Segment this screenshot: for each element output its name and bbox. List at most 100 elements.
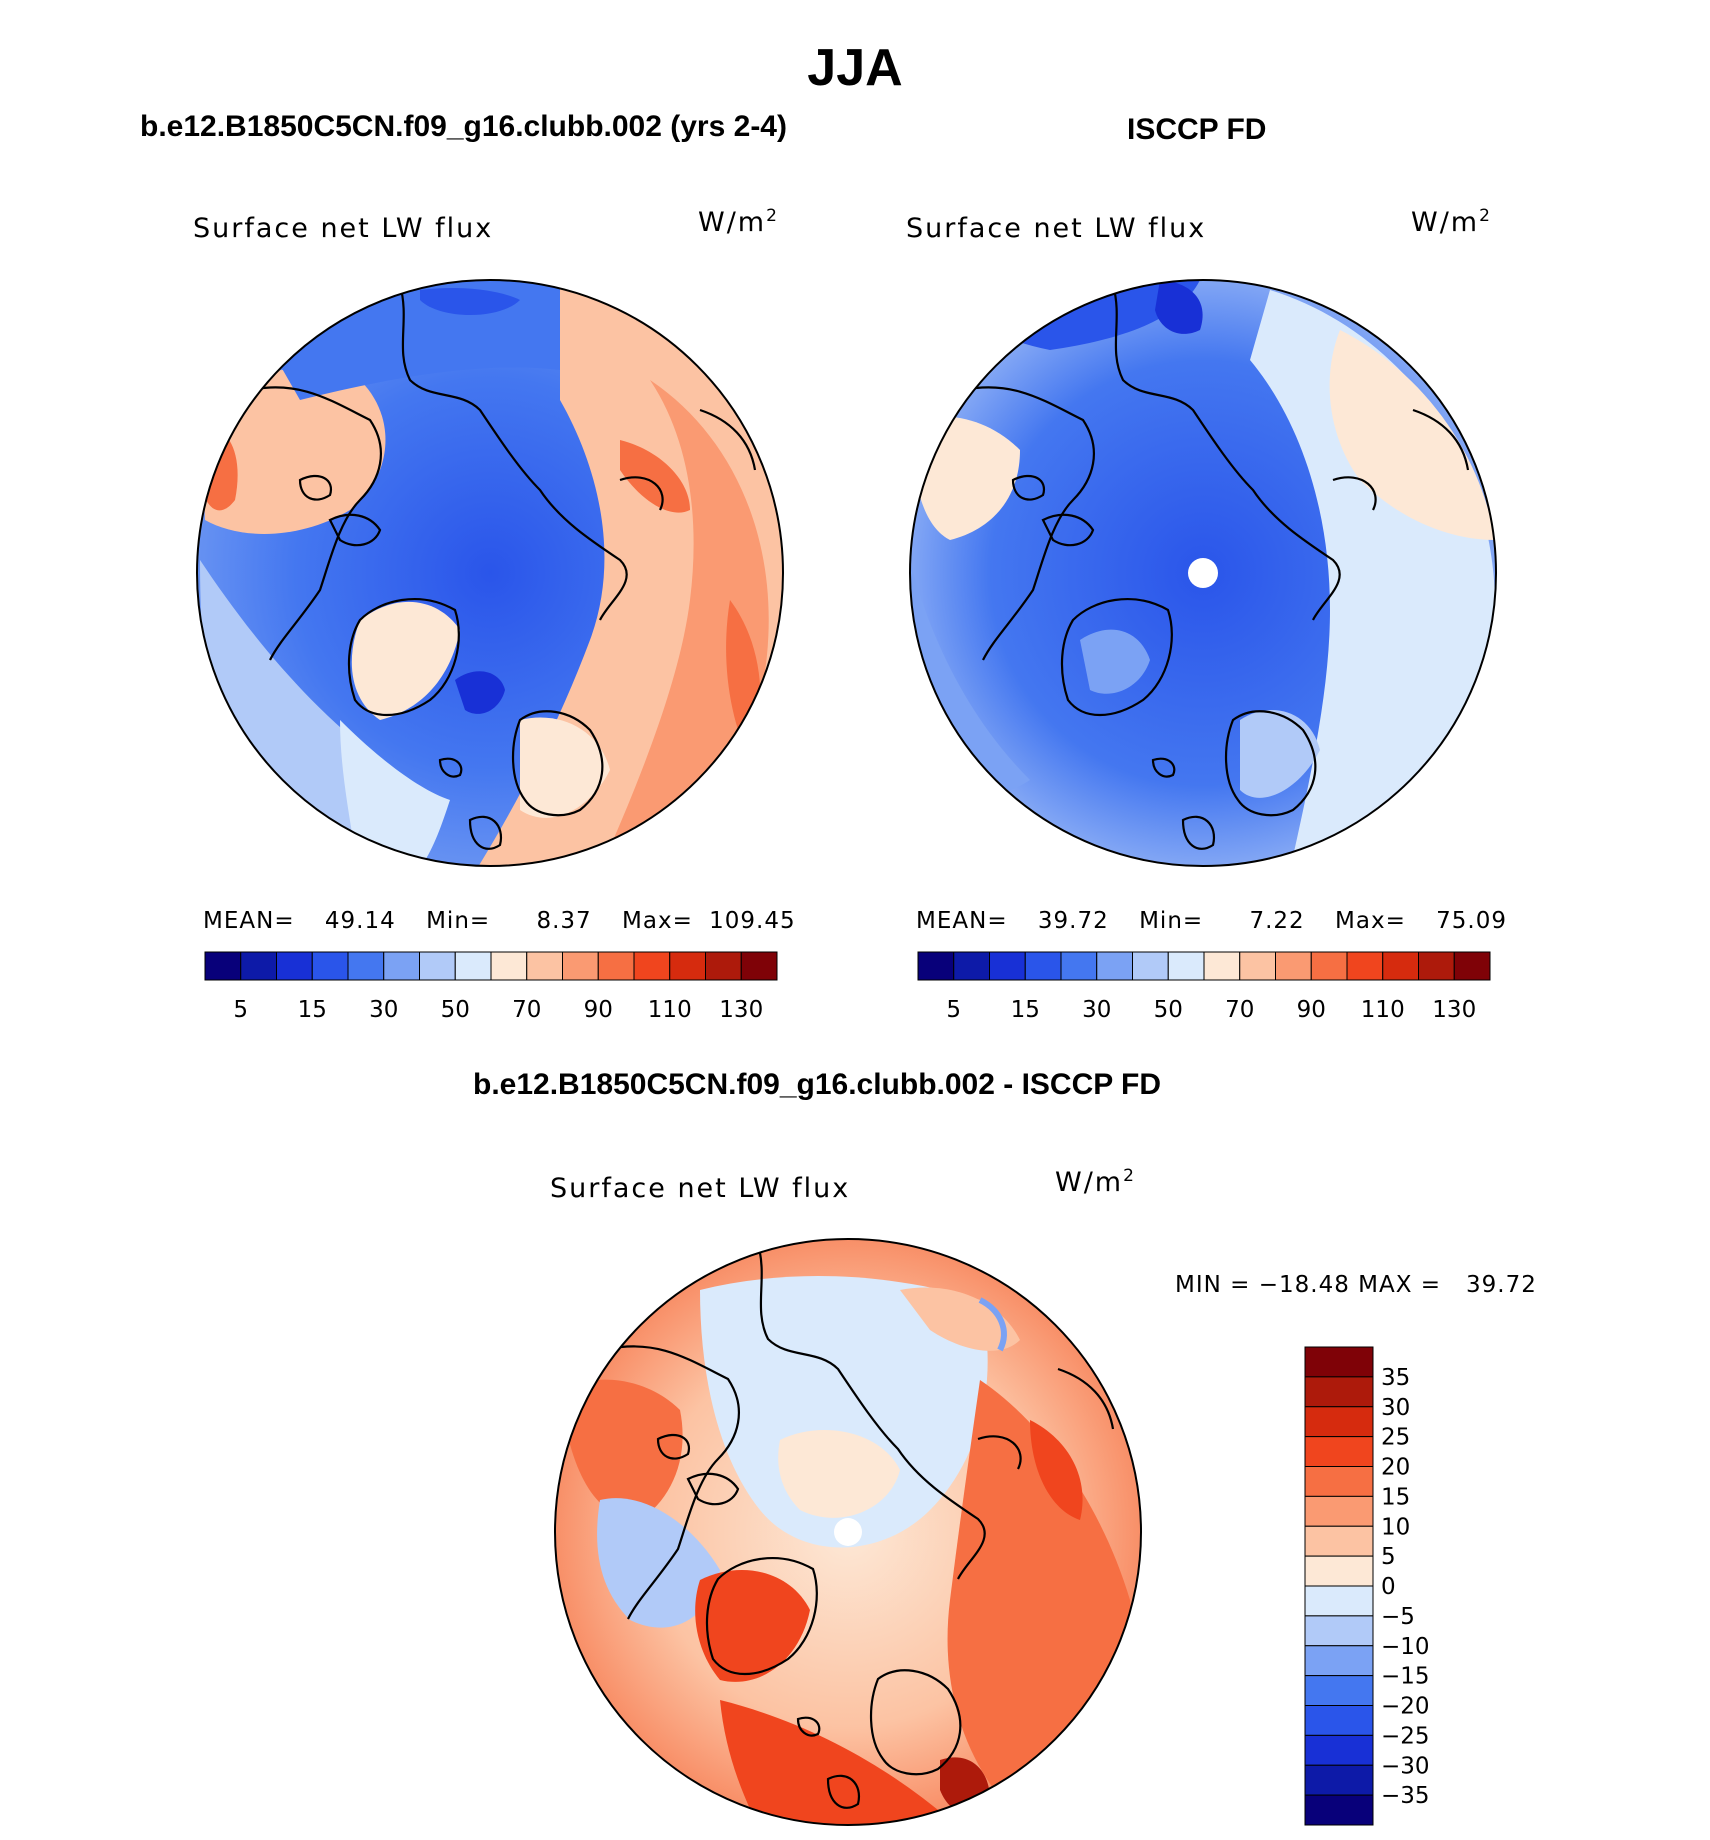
right-colorbar-swatch (1060, 951, 1098, 981)
right-colorbar-swatch (1167, 951, 1205, 981)
left-colorbar-label: 5 (233, 997, 248, 1023)
diff-colorbar-label: 20 (1381, 1455, 1410, 1481)
diff-colorbar: 35 30 25 20 15 10 5 0 −5 −10 −15 −20 −25 −30 −35 (1304, 1346, 1430, 1826)
right-colorbar: 5 15 30 50 70 90 110 130 (917, 951, 1491, 1023)
left-colorbar-swatch (526, 951, 563, 981)
left-min-label: Min= (426, 908, 491, 934)
right-max-label: Max= (1335, 908, 1406, 934)
right-colorbar-label: 130 (1432, 997, 1476, 1023)
right-mean-label: MEAN= (916, 908, 1008, 934)
right-colorbar-swatch (1418, 951, 1455, 981)
right-colorbar-swatch (1024, 951, 1062, 981)
left-colorbar-swatch (633, 951, 671, 981)
diff-pole-hole (834, 1518, 862, 1546)
diff-panel-title: Surface net LW flux (550, 1173, 851, 1204)
left-colorbar-label: 90 (584, 997, 613, 1023)
right-colorbar-swatch (1132, 951, 1169, 981)
diff-colorbar-swatch (1304, 1346, 1374, 1378)
left-colorbar-swatch (204, 951, 242, 981)
diff-colorbar-swatch (1304, 1525, 1374, 1557)
diff-colorbar-label: −30 (1381, 1753, 1430, 1779)
diff-colorbar-swatch (1304, 1376, 1374, 1408)
right-colorbar-label: 50 (1154, 997, 1183, 1023)
diff-panel-units: W/m2 (1055, 1166, 1136, 1198)
left-colorbar-label: 50 (441, 997, 470, 1023)
right-panel-title: Surface net LW flux (906, 213, 1207, 244)
diff-colorbar-label: 25 (1381, 1425, 1410, 1451)
left-colorbar-label: 110 (648, 997, 692, 1023)
right-colorbar-label: 90 (1297, 997, 1326, 1023)
diff-colorbar-label: −10 (1381, 1634, 1430, 1660)
left-units-sup: 2 (766, 206, 779, 226)
right-colorbar-swatch (953, 951, 990, 981)
left-colorbar-swatch (419, 951, 456, 981)
left-colorbar-swatch (276, 951, 313, 981)
right-stats: MEAN= 39.72 Min= 7.22 Max= 75.09 (916, 908, 1507, 934)
left-colorbar-swatch (490, 951, 528, 981)
left-colorbar-label: 15 (298, 997, 327, 1023)
diff-stats: MIN = −18.48 MAX = 39.72 (1175, 1272, 1537, 1298)
diff-colorbar-swatch (1304, 1675, 1374, 1706)
diff-colorbar-swatch (1304, 1645, 1374, 1677)
right-colorbar-label: 15 (1011, 997, 1040, 1023)
right-colorbar-swatch (989, 951, 1026, 981)
left-map-fill (197, 280, 783, 866)
left-map (196, 279, 784, 867)
left-colorbar-swatch (740, 951, 778, 981)
diff-colorbar-label: 10 (1381, 1514, 1410, 1540)
right-max-value: 75.09 (1436, 908, 1508, 934)
diff-coastlines (607, 1243, 1115, 1809)
right-mean-value: 39.72 (1037, 908, 1109, 934)
right-colorbar-swatch (1382, 951, 1419, 981)
diff-colorbar-label: −25 (1381, 1723, 1430, 1749)
left-colorbar-swatch (311, 951, 349, 981)
diff-colorbar-label: 30 (1381, 1395, 1410, 1421)
left-colorbar-swatch (705, 951, 742, 981)
right-coastlines (962, 284, 1470, 850)
right-colorbar-swatch (1096, 951, 1133, 981)
right-colorbar-swatch (917, 951, 955, 981)
left-panel-title: Surface net LW flux (193, 213, 494, 244)
diff-colorbar-swatch (1304, 1764, 1374, 1796)
left-max-label: Max= (622, 908, 693, 934)
left-colorbar-swatch (562, 951, 599, 981)
left-colorbar-swatch (669, 951, 706, 981)
right-panel-subtitle: ISCCP FD (1127, 113, 1267, 146)
right-min-value: 7.22 (1249, 908, 1305, 934)
left-mean-value: 49.14 (324, 908, 396, 934)
diff-units-sup: 2 (1123, 1166, 1136, 1186)
diff-colorbar-label: −20 (1381, 1694, 1430, 1720)
right-colorbar-swatch (1275, 951, 1312, 981)
figure-title: JJA (807, 39, 903, 97)
left-colorbar-swatch (383, 951, 420, 981)
diff-colorbar-swatch (1304, 1555, 1374, 1587)
diff-colorbar-swatch (1304, 1794, 1374, 1826)
left-stats: MEAN= 49.14 Min= 8.37 Max= 109.45 (203, 908, 796, 934)
diff-map (554, 1238, 1142, 1826)
diff-colorbar-swatch (1304, 1495, 1374, 1527)
right-min-label: Min= (1139, 908, 1204, 934)
right-colorbar-label: 30 (1082, 997, 1111, 1023)
right-colorbar-label: 5 (946, 997, 961, 1023)
left-colorbar-swatch (240, 951, 277, 981)
left-panel-subtitle: b.e12.B1850C5CN.f09_g16.clubb.002 (yrs 2… (140, 110, 787, 143)
left-colorbar-swatch (597, 951, 635, 981)
right-colorbar-label: 110 (1361, 997, 1405, 1023)
left-colorbar: 5 15 30 50 70 90 110 130 (204, 951, 778, 1023)
diff-colorbar-label: 5 (1381, 1544, 1396, 1570)
diff-colorbar-label: −35 (1381, 1783, 1430, 1809)
right-colorbar-swatch (1310, 951, 1348, 981)
diff-units-text: W/m (1055, 1167, 1124, 1198)
right-colorbar-swatch (1203, 951, 1241, 981)
diff-colorbar-label: 15 (1381, 1484, 1410, 1510)
diff-colorbar-swatch (1304, 1705, 1374, 1736)
left-mean-label: MEAN= (203, 908, 295, 934)
left-colorbar-label: 30 (369, 997, 398, 1023)
left-panel-units: W/m2 (698, 206, 779, 238)
right-colorbar-label: 70 (1225, 997, 1254, 1023)
diff-colorbar-swatch (1304, 1406, 1374, 1438)
diff-colorbar-label: −5 (1381, 1604, 1415, 1630)
diff-colorbar-label: 35 (1381, 1365, 1410, 1391)
right-map (909, 279, 1497, 867)
